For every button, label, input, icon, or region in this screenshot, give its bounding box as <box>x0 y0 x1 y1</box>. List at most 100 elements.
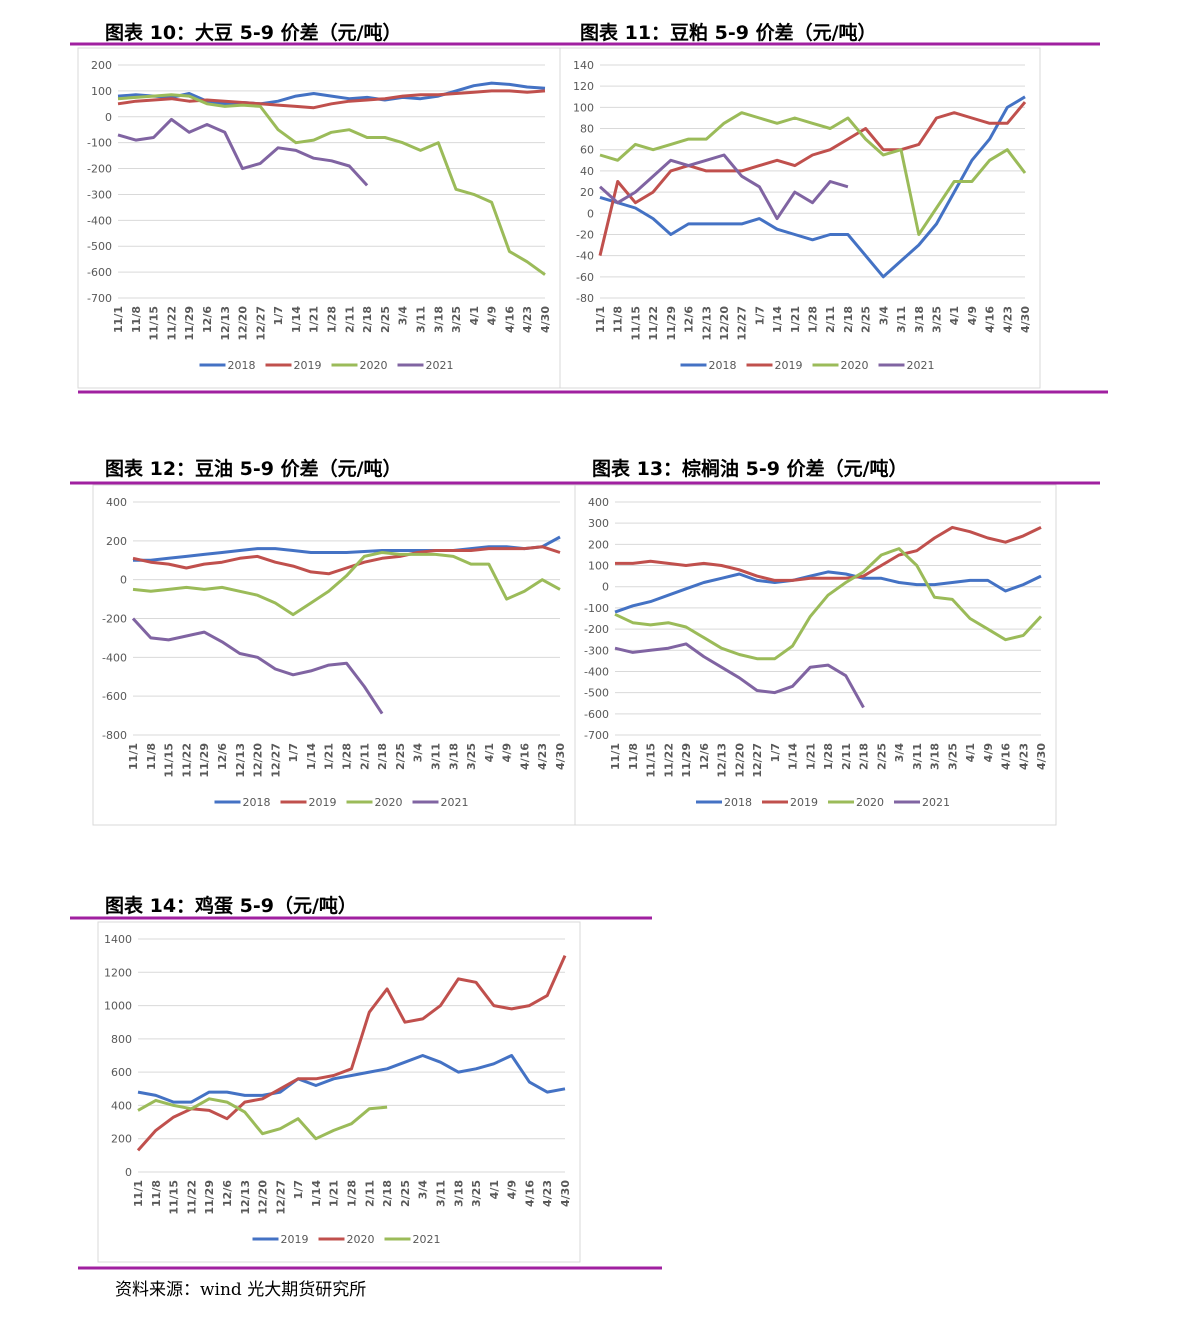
y-tick-label: 1200 <box>104 966 132 979</box>
x-tick-label: 12/27 <box>751 743 764 778</box>
x-tick-label: 11/29 <box>183 306 196 341</box>
x-tick-label: 11/22 <box>647 306 660 341</box>
x-tick-label: 11/29 <box>680 743 693 778</box>
x-tick-label: 4/9 <box>501 743 514 762</box>
x-tick-label: 4/30 <box>539 306 552 333</box>
x-tick-label: 11/15 <box>629 306 642 341</box>
x-tick-label: 12/6 <box>221 1180 234 1207</box>
series-line <box>598 101 1027 256</box>
x-tick-label: 11/8 <box>145 743 158 770</box>
y-tick-label: -400 <box>102 651 127 664</box>
x-tick-label: 1/28 <box>807 306 820 333</box>
y-tick-label: -200 <box>102 613 127 626</box>
x-tick-label: 11/8 <box>612 306 625 333</box>
x-tick-label: 1/21 <box>308 306 321 333</box>
x-tick-label: 11/15 <box>168 1180 181 1215</box>
y-tick-label: 0 <box>120 574 127 587</box>
x-tick-label: 2/11 <box>824 306 837 333</box>
x-tick-label: 4/1 <box>468 306 481 325</box>
legend-label: 2018 <box>724 796 752 809</box>
x-tick-label: 4/30 <box>1035 743 1048 770</box>
x-tick-label: 3/11 <box>414 306 427 333</box>
legend-label: 2018 <box>709 359 737 372</box>
x-tick-label: 11/29 <box>198 743 211 778</box>
x-tick-label: 2/18 <box>361 306 374 333</box>
x-tick-label: 11/8 <box>150 1180 163 1207</box>
legend-label: 2019 <box>790 796 818 809</box>
y-tick-label: 40 <box>580 165 594 178</box>
x-tick-label: 4/23 <box>536 743 549 770</box>
y-tick-label: -500 <box>87 240 112 253</box>
x-tick-label: 2/25 <box>379 306 392 333</box>
series-line <box>117 81 546 106</box>
series-line <box>615 525 1042 582</box>
chart-title: 图表 14：鸡蛋 5-9（元/吨） <box>105 894 357 917</box>
y-tick-label: -600 <box>87 266 112 279</box>
x-tick-label: 4/23 <box>1017 743 1030 770</box>
x-tick-label: 11/1 <box>594 306 607 333</box>
x-tick-label: 11/29 <box>665 306 678 341</box>
x-tick-label: 4/9 <box>966 306 979 325</box>
x-tick-label: 1/7 <box>287 743 300 762</box>
x-tick-label: 3/11 <box>434 1180 447 1207</box>
x-tick-label: 11/22 <box>165 306 178 341</box>
x-tick-label: 4/9 <box>506 1180 519 1199</box>
x-tick-label: 12/6 <box>698 743 711 770</box>
x-tick-label: 2/18 <box>381 1180 394 1207</box>
x-tick-label: 11/15 <box>645 743 658 778</box>
y-tick-label: 100 <box>573 101 594 114</box>
chart-frame <box>574 484 1057 826</box>
series-line <box>133 535 561 562</box>
y-tick-label: -600 <box>102 690 127 703</box>
x-tick-label: 12/13 <box>700 306 713 341</box>
x-tick-label: 3/18 <box>929 743 942 770</box>
x-tick-label: 1/14 <box>310 1180 323 1207</box>
x-tick-label: 12/13 <box>239 1180 252 1215</box>
y-tick-label: -300 <box>87 188 112 201</box>
x-tick-label: 1/28 <box>341 743 354 770</box>
y-tick-label: -800 <box>102 729 127 742</box>
y-tick-label: 200 <box>106 535 127 548</box>
y-tick-label: 60 <box>580 144 594 157</box>
y-tick-label: -200 <box>87 163 112 176</box>
x-tick-label: 2/25 <box>860 306 873 333</box>
source: 资料来源：wind 光大期货研究所 <box>115 1280 366 1300</box>
y-tick-label: -500 <box>584 687 609 700</box>
x-tick-label: 3/18 <box>447 743 460 770</box>
y-tick-label: -40 <box>576 250 594 263</box>
x-tick-label: 11/22 <box>662 743 675 778</box>
x-tick-label: 11/22 <box>180 743 193 778</box>
x-tick-label: 12/13 <box>234 743 247 778</box>
legend-label: 2018 <box>228 359 256 372</box>
x-tick-label: 4/1 <box>483 743 496 762</box>
x-tick-label: 4/23 <box>521 306 534 333</box>
x-tick-label: 3/4 <box>893 743 906 763</box>
series-line <box>132 545 561 576</box>
x-tick-label: 4/30 <box>554 743 567 770</box>
x-tick-label: 3/18 <box>452 1180 465 1207</box>
x-tick-label: 2/11 <box>840 743 853 770</box>
x-tick-label: 4/1 <box>964 743 977 762</box>
y-tick-label: 300 <box>588 517 609 530</box>
x-tick-label: 1/28 <box>326 306 339 333</box>
y-tick-label: 400 <box>588 496 609 509</box>
x-tick-label: 4/9 <box>982 743 995 762</box>
x-tick-label: 11/1 <box>112 306 125 333</box>
x-tick-label: 3/25 <box>470 1180 483 1207</box>
x-tick-label: 4/16 <box>518 743 531 770</box>
legend-label: 2020 <box>375 796 403 809</box>
y-tick-label: 0 <box>105 111 112 124</box>
x-tick-label: 2/11 <box>363 1180 376 1207</box>
legend-label: 2019 <box>281 1233 309 1246</box>
legend-label: 2020 <box>360 359 388 372</box>
x-tick-label: 1/14 <box>787 743 800 770</box>
x-tick-label: 4/23 <box>541 1180 554 1207</box>
y-tick-label: 140 <box>573 59 594 72</box>
x-tick-label: 11/8 <box>130 306 143 333</box>
y-tick-label: 120 <box>573 80 594 93</box>
x-tick-label: 3/18 <box>432 306 445 333</box>
chart-title: 图表 12：豆油 5-9 价差（元/吨） <box>105 457 402 480</box>
y-tick-label: 100 <box>91 85 112 98</box>
x-tick-label: 11/29 <box>203 1180 216 1215</box>
y-tick-label: -400 <box>87 214 112 227</box>
